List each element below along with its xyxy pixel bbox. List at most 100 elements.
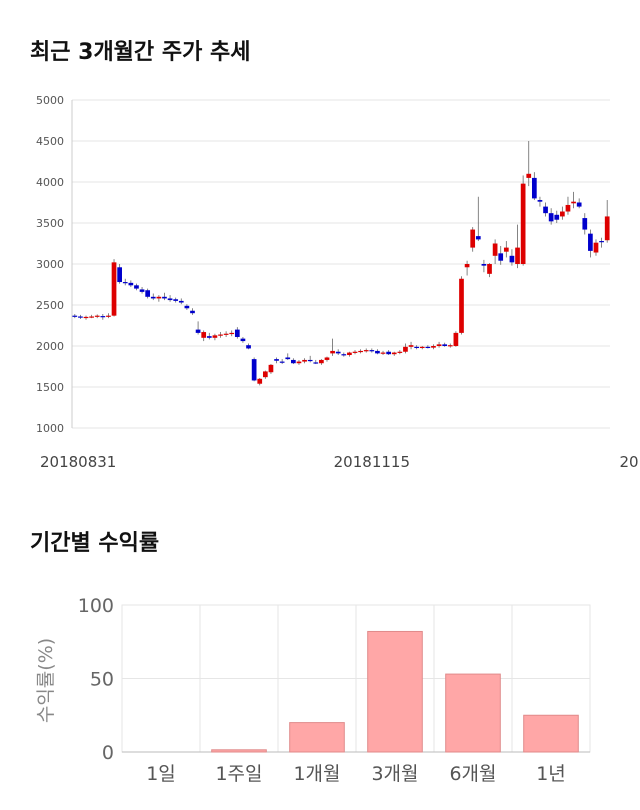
candle-body — [72, 315, 78, 317]
candle-body — [363, 350, 369, 352]
candle-body — [240, 338, 246, 342]
candle-body — [509, 255, 515, 263]
y-tick-label: 3000 — [36, 258, 64, 271]
candle-body — [218, 334, 223, 336]
candle-body — [117, 267, 122, 283]
candle-body — [257, 378, 263, 384]
y-tick-label: 3500 — [36, 217, 64, 230]
candle-body — [223, 333, 229, 335]
candle-body — [375, 350, 380, 354]
bar — [367, 630, 423, 753]
candle-body — [358, 350, 363, 353]
candle-body — [403, 346, 408, 352]
candle-body — [167, 298, 173, 301]
x-tick-label: 1주일 — [215, 763, 262, 785]
candle-body — [274, 359, 279, 361]
candle-body — [425, 346, 431, 349]
candle-body — [571, 201, 576, 204]
candle-body — [206, 336, 212, 338]
candle-body — [431, 346, 436, 348]
candle-body — [565, 204, 571, 212]
candle-body — [459, 278, 464, 333]
candle-body — [251, 359, 257, 381]
candle-body — [330, 350, 335, 354]
candle-body — [442, 344, 448, 346]
y-tick-label: 1000 — [36, 422, 64, 435]
y-axis-label: 수익률(%) — [35, 638, 57, 723]
period-return-title: 기간별 수익률 — [30, 531, 160, 556]
candle-body — [531, 177, 537, 199]
candle-body — [307, 359, 313, 362]
candle-body — [576, 202, 582, 207]
candle-body — [100, 316, 106, 318]
candle-body — [291, 359, 296, 364]
candle-body — [593, 242, 599, 253]
candle-body — [503, 247, 509, 252]
candle-body — [83, 316, 89, 319]
candle-body — [464, 264, 470, 268]
candle-body — [335, 351, 341, 354]
candle-body — [78, 316, 83, 318]
candle-body — [487, 264, 492, 274]
candle-body — [285, 357, 291, 360]
candle-body — [128, 282, 134, 286]
candle-body — [453, 332, 459, 346]
price-trend-title: 최근 3개월간 주가 추세 — [30, 40, 251, 65]
x-tick-label: 20180831 — [40, 453, 116, 471]
candle-body — [391, 352, 397, 355]
candle-body — [229, 332, 235, 335]
x-tick-label: 20181115 — [334, 453, 410, 471]
candle-body — [296, 361, 302, 364]
candle-body — [156, 296, 162, 299]
candle-body — [369, 350, 375, 352]
candle-body — [481, 264, 487, 266]
candle-body — [94, 315, 100, 317]
candle-body — [212, 335, 218, 338]
y-tick-label: 2500 — [36, 299, 64, 312]
candle-body — [492, 243, 498, 256]
candle-body — [201, 332, 207, 338]
candle-body — [234, 329, 240, 337]
candle-body — [150, 296, 156, 299]
candle-body — [470, 229, 476, 248]
candle-body — [279, 361, 285, 363]
candle-body — [419, 346, 425, 349]
candle-body — [173, 299, 179, 301]
bar — [523, 714, 579, 753]
candle-body — [397, 351, 403, 353]
candle-body — [560, 211, 565, 217]
candle-body — [380, 352, 386, 354]
x-tick-label: 1일 — [146, 763, 176, 785]
candle-body — [582, 218, 588, 230]
y-tick-label: 5000 — [36, 94, 64, 107]
candle-body — [122, 282, 128, 284]
candle-body — [515, 247, 520, 264]
candle-body — [475, 236, 481, 240]
y-tick-label: 50 — [90, 669, 114, 691]
candle-body — [526, 173, 532, 178]
candle-body — [190, 310, 195, 314]
candle-body — [178, 300, 184, 303]
candle-body — [111, 262, 117, 316]
candle-body — [347, 352, 352, 356]
candle-body — [262, 371, 268, 378]
candle-body — [162, 296, 167, 299]
candle-body — [134, 285, 139, 289]
candle-body — [145, 290, 151, 297]
candle-body — [599, 241, 604, 243]
candle-body — [106, 315, 111, 317]
candle-body — [319, 359, 324, 364]
x-tick-label: 3개월 — [371, 763, 418, 785]
candle-body — [184, 305, 190, 309]
candle-body — [246, 345, 251, 349]
candle-body — [408, 345, 414, 347]
candle-body — [195, 329, 201, 333]
candle-body — [548, 213, 554, 222]
candle-body — [498, 253, 504, 261]
y-tick-label: 100 — [78, 595, 114, 617]
bar — [211, 749, 267, 753]
x-tick-label: 1년 — [536, 763, 566, 785]
y-tick-label: 4000 — [36, 176, 64, 189]
candle-body — [537, 200, 543, 202]
